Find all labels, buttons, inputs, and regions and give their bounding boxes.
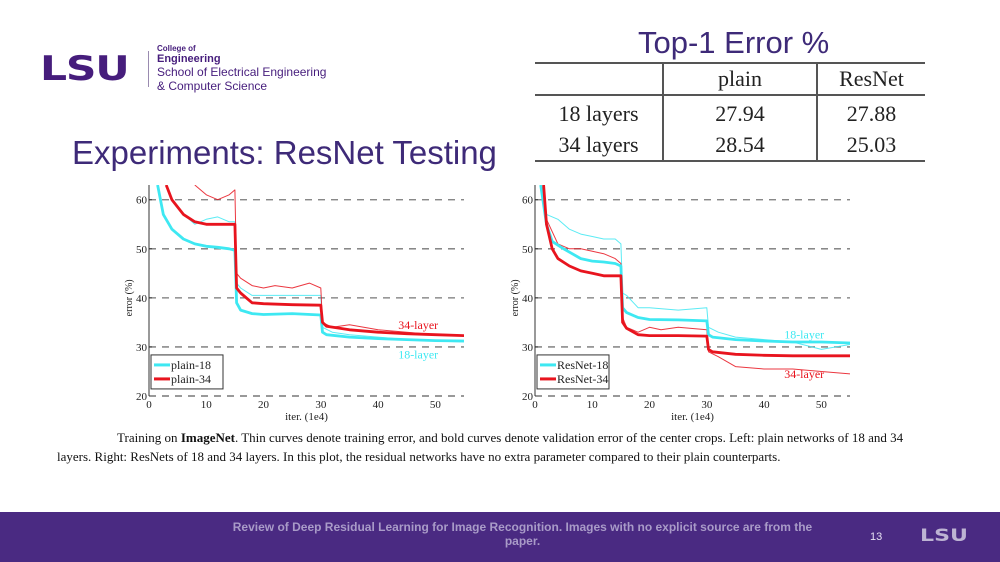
y-axis-label: error (%): [510, 279, 521, 316]
y-tick-label: 20: [136, 391, 148, 403]
y-axis-label: error (%): [124, 279, 135, 316]
plain-value: 28.54: [662, 130, 818, 162]
series-annotation: 18-layer: [784, 328, 824, 342]
slide-title: Experiments: ResNet Testing: [72, 134, 497, 171]
x-tick-label: 20: [258, 399, 270, 411]
plain-34-train-line: [194, 185, 464, 337]
table-row: 18 layers 27.94 27.88: [535, 95, 925, 130]
legend-label: ResNet-34: [557, 372, 608, 386]
y-tick-label: 50: [522, 244, 534, 256]
y-tick-label: 40: [522, 293, 534, 305]
series-annotation: 34-layer: [784, 367, 824, 381]
resnet-34-val-line: [542, 185, 850, 358]
legend-box: [150, 354, 224, 390]
logo-divider: [148, 50, 149, 87]
caption-bold: ImageNet: [180, 430, 235, 445]
x-tick-label: 0: [146, 399, 152, 411]
y-tick-label: 60: [136, 195, 148, 207]
resnet-value-best: 25.03: [817, 130, 925, 162]
table-header-cell: ResNet: [817, 62, 925, 96]
table-row: 34 layers 28.54 25.03: [535, 130, 925, 162]
y-tick-label: 40: [136, 293, 148, 305]
caption-lead: Training on: [117, 430, 181, 445]
x-tick-label: 10: [587, 399, 599, 411]
college-name: Engineering: [157, 53, 221, 66]
table-header-row: plain ResNet: [535, 62, 925, 96]
row-label: 18 layers: [558, 101, 639, 126]
figure-caption: Training on ImageNet. Thin curves denote…: [57, 428, 922, 466]
y-tick-label: 60: [522, 195, 534, 207]
x-tick-label: 10: [201, 399, 213, 411]
row-label: 34 layers: [535, 130, 663, 162]
resnet-chart: 20 30 40 50 60 0 10 20 30 40 50 iter. (1e4) error (%…: [510, 185, 850, 423]
table-header-cell: [535, 62, 663, 96]
y-tick-label: 20: [522, 391, 534, 403]
school-line-1: School of Electrical Engineering: [157, 64, 327, 79]
plain-18-val-line: [156, 185, 464, 343]
x-axis-label: iter. (1e4): [285, 411, 328, 423]
x-tick-label: 30: [701, 399, 713, 411]
footer-bar: Review of Deep Residual Learning for Ima…: [0, 512, 1000, 562]
x-tick-label: 0: [532, 399, 538, 411]
x-axis-label: iter. (1e4): [671, 411, 714, 423]
lsu-engineering-logo: LSU College of Engineering School of Ele…: [40, 44, 326, 93]
x-tick-label: 50: [430, 399, 442, 411]
caption-rest: . Thin curves denote training error, and…: [57, 430, 904, 464]
resnet-value: 27.88: [846, 101, 897, 126]
logo-text: College of Engineering School of Electri…: [157, 44, 326, 93]
footer-lsu-logo: LSU: [920, 526, 968, 546]
legend-box: [536, 354, 610, 390]
resnet-18-val-line: [539, 185, 850, 345]
table-header-cell: plain: [662, 62, 818, 96]
plain-networks-chart: 20 30 40 50 60 0 10 20 30 40 50 iter. (1e4) error (%…: [124, 185, 464, 423]
x-tick-label: 50: [816, 399, 828, 411]
error-table: plain ResNet 18 layers 27.94 27.88 34 la…: [535, 62, 925, 162]
x-tick-label: 30: [315, 399, 327, 411]
legend-label: ResNet-18: [557, 358, 608, 372]
resnet-18-train-line: [540, 185, 850, 350]
page-number: 13: [870, 531, 883, 543]
x-tick-label: 40: [759, 399, 771, 411]
legend-label: plain-18: [171, 358, 211, 372]
lsu-logo-mark: LSU: [40, 48, 130, 89]
series-annotation: 34-layer: [398, 318, 438, 332]
school-line-2: & Computer Science: [157, 78, 268, 93]
y-tick-label: 30: [136, 342, 148, 354]
y-tick-label: 50: [136, 244, 148, 256]
series-annotation: 18-layer: [398, 347, 438, 361]
x-tick-label: 20: [644, 399, 656, 411]
plain-value: 27.94: [662, 95, 818, 130]
plain-34-val-line: [164, 185, 464, 337]
table-title: Top-1 Error %: [638, 25, 830, 60]
y-tick-label: 30: [522, 342, 534, 354]
plain-18-train-line: [183, 214, 464, 343]
resnet-34-train-line: [543, 185, 850, 375]
x-tick-label: 40: [373, 399, 385, 411]
footer-source-note: Review of Deep Residual Learning for Ima…: [232, 520, 813, 548]
legend-label: plain-34: [171, 372, 211, 386]
college-prefix: College of: [157, 44, 196, 53]
